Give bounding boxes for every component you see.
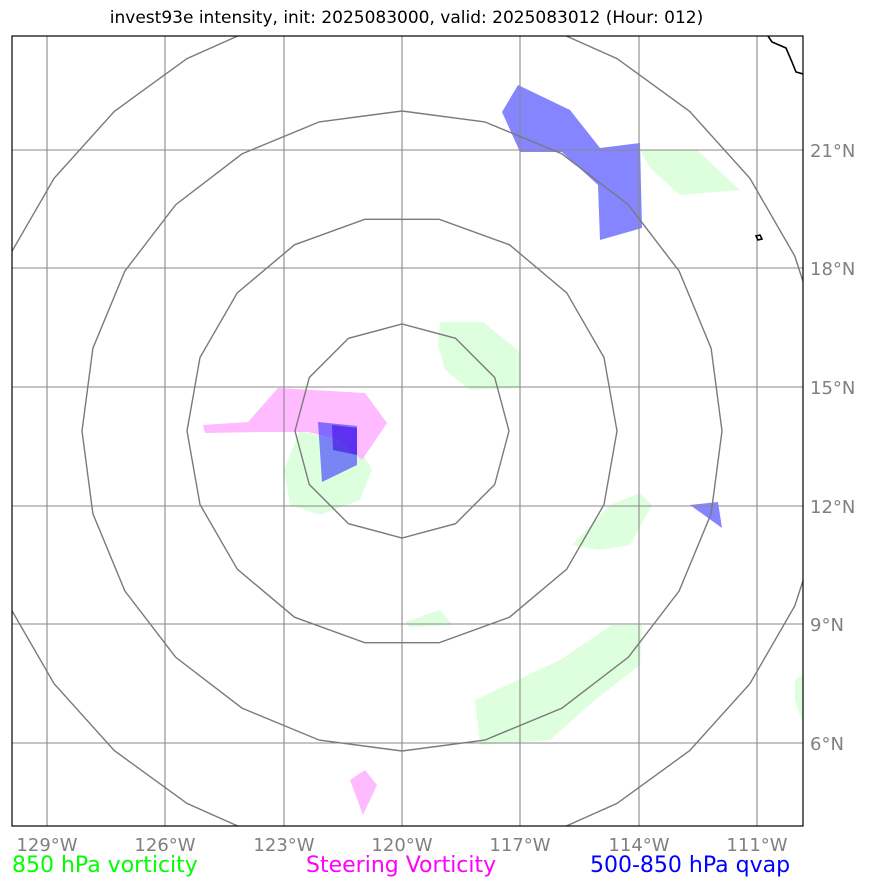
range-ring <box>12 36 803 826</box>
lon-label: 129°W <box>16 835 77 856</box>
legend-vorticity-850: 850 hPa vorticity <box>12 853 198 878</box>
lon-label: 114°W <box>608 835 669 856</box>
lat-label: 9°N <box>810 615 844 636</box>
coastline-segment <box>767 36 803 75</box>
vorticity-area <box>438 322 520 390</box>
map-panel <box>12 36 803 826</box>
range-ring <box>81 110 723 752</box>
lon-label: 111°W <box>726 835 787 856</box>
qvap-area <box>690 502 722 528</box>
legend-steering-vorticity: Steering Vorticity <box>306 853 497 878</box>
vorticity-area <box>572 493 652 550</box>
lon-label: 123°W <box>253 835 314 856</box>
lon-label: 120°W <box>371 835 432 856</box>
latitude-labels: 21°N 18°N 15°N 12°N 9°N 6°N <box>810 141 855 755</box>
lat-label: 15°N <box>810 378 855 399</box>
vorticity-area <box>640 150 740 195</box>
map-frame <box>11 35 804 827</box>
steering-vorticity-area <box>350 770 377 815</box>
legend-qvap: 500-850 hPa qvap <box>590 853 791 878</box>
map-title: invest93e intensity, init: 2025083000, v… <box>109 8 704 28</box>
lat-label: 12°N <box>810 497 855 518</box>
steering-vorticity-area <box>203 388 387 460</box>
island-outline <box>754 234 764 241</box>
vorticity-area <box>405 610 453 627</box>
range-ring <box>294 323 510 539</box>
qvap-core <box>332 425 357 455</box>
range-rings <box>12 36 803 826</box>
lat-label: 21°N <box>810 141 855 162</box>
steering-vorticity-areas <box>203 388 387 815</box>
coastline <box>754 36 803 241</box>
qvap-area <box>502 85 642 240</box>
lon-label: 126°W <box>134 835 195 856</box>
graticule <box>12 36 803 826</box>
lon-label: 117°W <box>489 835 550 856</box>
lat-label: 18°N <box>810 259 855 280</box>
longitude-labels: 129°W 126°W 123°W 120°W 117°W 114°W 111°… <box>16 835 787 856</box>
range-ring <box>186 218 618 644</box>
vorticity-area <box>795 675 803 725</box>
vorticity-area <box>475 625 642 745</box>
lat-label: 6°N <box>810 734 844 755</box>
